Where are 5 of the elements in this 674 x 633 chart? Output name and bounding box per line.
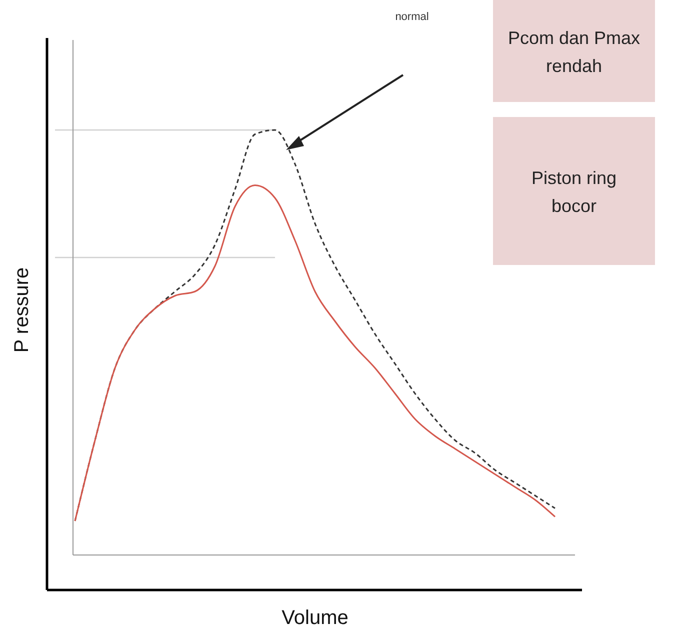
x-axis-title: Volume [282, 607, 348, 629]
annotation: Piston ring bocor [531, 168, 617, 216]
text: normal [395, 11, 429, 23]
text: Pcom dan Pmax rendah [508, 28, 640, 76]
y-axis-title: P ressure [11, 267, 33, 353]
